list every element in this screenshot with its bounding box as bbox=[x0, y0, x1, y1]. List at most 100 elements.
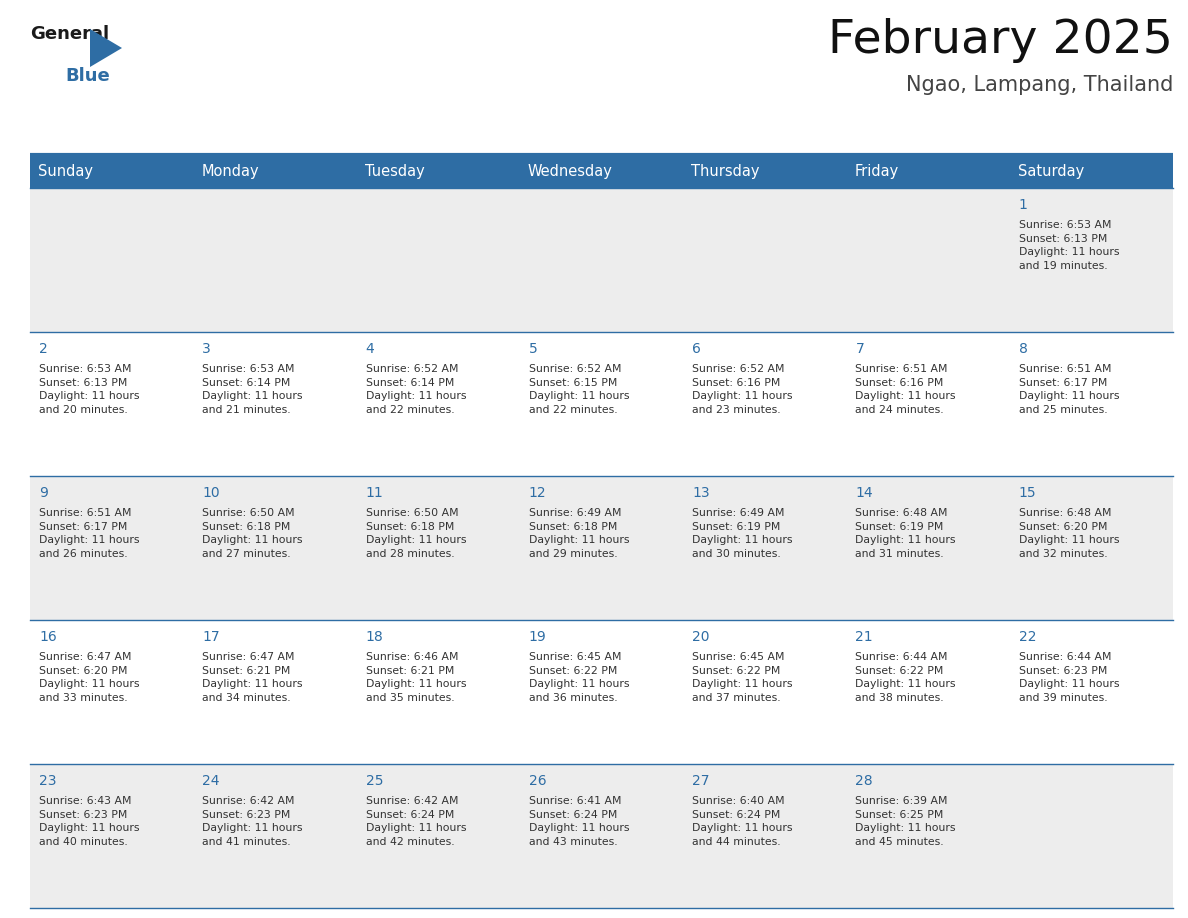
Text: Sunrise: 6:47 AM
Sunset: 6:20 PM
Daylight: 11 hours
and 33 minutes.: Sunrise: 6:47 AM Sunset: 6:20 PM Dayligh… bbox=[39, 652, 139, 703]
Text: Tuesday: Tuesday bbox=[365, 164, 424, 179]
Text: 6: 6 bbox=[693, 342, 701, 356]
Bar bbox=[356, 476, 520, 620]
Text: Sunrise: 6:44 AM
Sunset: 6:22 PM
Daylight: 11 hours
and 38 minutes.: Sunrise: 6:44 AM Sunset: 6:22 PM Dayligh… bbox=[855, 652, 956, 703]
Text: Sunrise: 6:48 AM
Sunset: 6:19 PM
Daylight: 11 hours
and 31 minutes.: Sunrise: 6:48 AM Sunset: 6:19 PM Dayligh… bbox=[855, 508, 956, 559]
Text: 3: 3 bbox=[202, 342, 211, 356]
Bar bbox=[194, 188, 356, 332]
Text: Sunrise: 6:45 AM
Sunset: 6:22 PM
Daylight: 11 hours
and 37 minutes.: Sunrise: 6:45 AM Sunset: 6:22 PM Dayligh… bbox=[693, 652, 792, 703]
Text: 12: 12 bbox=[529, 486, 546, 500]
Bar bbox=[520, 620, 683, 764]
Text: Thursday: Thursday bbox=[691, 164, 759, 179]
Bar bbox=[30, 155, 1173, 188]
Text: Sunrise: 6:46 AM
Sunset: 6:21 PM
Daylight: 11 hours
and 35 minutes.: Sunrise: 6:46 AM Sunset: 6:21 PM Dayligh… bbox=[366, 652, 466, 703]
Text: Sunrise: 6:50 AM
Sunset: 6:18 PM
Daylight: 11 hours
and 27 minutes.: Sunrise: 6:50 AM Sunset: 6:18 PM Dayligh… bbox=[202, 508, 303, 559]
Text: Sunrise: 6:48 AM
Sunset: 6:20 PM
Daylight: 11 hours
and 32 minutes.: Sunrise: 6:48 AM Sunset: 6:20 PM Dayligh… bbox=[1019, 508, 1119, 559]
Bar bbox=[30, 332, 194, 476]
Bar bbox=[356, 764, 520, 908]
Text: 27: 27 bbox=[693, 774, 709, 788]
Text: Wednesday: Wednesday bbox=[527, 164, 613, 179]
Text: 24: 24 bbox=[202, 774, 220, 788]
Text: 23: 23 bbox=[39, 774, 57, 788]
Text: Sunrise: 6:53 AM
Sunset: 6:14 PM
Daylight: 11 hours
and 21 minutes.: Sunrise: 6:53 AM Sunset: 6:14 PM Dayligh… bbox=[202, 364, 303, 415]
Text: Friday: Friday bbox=[854, 164, 898, 179]
Text: 7: 7 bbox=[855, 342, 864, 356]
Text: 18: 18 bbox=[366, 630, 384, 644]
Text: Ngao, Lampang, Thailand: Ngao, Lampang, Thailand bbox=[905, 75, 1173, 95]
Bar bbox=[1010, 476, 1173, 620]
Text: 11: 11 bbox=[366, 486, 384, 500]
Bar bbox=[1010, 620, 1173, 764]
Text: 14: 14 bbox=[855, 486, 873, 500]
Text: Sunrise: 6:41 AM
Sunset: 6:24 PM
Daylight: 11 hours
and 43 minutes.: Sunrise: 6:41 AM Sunset: 6:24 PM Dayligh… bbox=[529, 796, 630, 846]
Bar bbox=[846, 764, 1010, 908]
Bar bbox=[520, 188, 683, 332]
Text: Sunrise: 6:43 AM
Sunset: 6:23 PM
Daylight: 11 hours
and 40 minutes.: Sunrise: 6:43 AM Sunset: 6:23 PM Dayligh… bbox=[39, 796, 139, 846]
Text: 2: 2 bbox=[39, 342, 48, 356]
Text: 20: 20 bbox=[693, 630, 709, 644]
Bar bbox=[520, 764, 683, 908]
Text: 17: 17 bbox=[202, 630, 220, 644]
Bar bbox=[30, 620, 194, 764]
Text: 9: 9 bbox=[39, 486, 48, 500]
Bar bbox=[194, 476, 356, 620]
Bar bbox=[683, 332, 846, 476]
Text: Sunrise: 6:52 AM
Sunset: 6:14 PM
Daylight: 11 hours
and 22 minutes.: Sunrise: 6:52 AM Sunset: 6:14 PM Dayligh… bbox=[366, 364, 466, 415]
Bar bbox=[846, 476, 1010, 620]
Text: 16: 16 bbox=[39, 630, 57, 644]
Text: Sunrise: 6:47 AM
Sunset: 6:21 PM
Daylight: 11 hours
and 34 minutes.: Sunrise: 6:47 AM Sunset: 6:21 PM Dayligh… bbox=[202, 652, 303, 703]
Bar bbox=[30, 476, 194, 620]
Bar bbox=[356, 332, 520, 476]
Text: Sunrise: 6:45 AM
Sunset: 6:22 PM
Daylight: 11 hours
and 36 minutes.: Sunrise: 6:45 AM Sunset: 6:22 PM Dayligh… bbox=[529, 652, 630, 703]
Bar bbox=[520, 332, 683, 476]
Polygon shape bbox=[90, 29, 122, 67]
Text: 19: 19 bbox=[529, 630, 546, 644]
Bar bbox=[846, 620, 1010, 764]
Bar bbox=[520, 476, 683, 620]
Text: 26: 26 bbox=[529, 774, 546, 788]
Bar bbox=[30, 188, 194, 332]
Text: Blue: Blue bbox=[65, 67, 109, 85]
Bar bbox=[194, 620, 356, 764]
Text: Sunrise: 6:52 AM
Sunset: 6:15 PM
Daylight: 11 hours
and 22 minutes.: Sunrise: 6:52 AM Sunset: 6:15 PM Dayligh… bbox=[529, 364, 630, 415]
Text: Sunrise: 6:49 AM
Sunset: 6:19 PM
Daylight: 11 hours
and 30 minutes.: Sunrise: 6:49 AM Sunset: 6:19 PM Dayligh… bbox=[693, 508, 792, 559]
Text: 28: 28 bbox=[855, 774, 873, 788]
Text: Sunrise: 6:51 AM
Sunset: 6:17 PM
Daylight: 11 hours
and 25 minutes.: Sunrise: 6:51 AM Sunset: 6:17 PM Dayligh… bbox=[1019, 364, 1119, 415]
Bar bbox=[194, 332, 356, 476]
Text: Sunrise: 6:50 AM
Sunset: 6:18 PM
Daylight: 11 hours
and 28 minutes.: Sunrise: 6:50 AM Sunset: 6:18 PM Dayligh… bbox=[366, 508, 466, 559]
Bar bbox=[683, 620, 846, 764]
Text: Sunrise: 6:49 AM
Sunset: 6:18 PM
Daylight: 11 hours
and 29 minutes.: Sunrise: 6:49 AM Sunset: 6:18 PM Dayligh… bbox=[529, 508, 630, 559]
Text: Sunrise: 6:39 AM
Sunset: 6:25 PM
Daylight: 11 hours
and 45 minutes.: Sunrise: 6:39 AM Sunset: 6:25 PM Dayligh… bbox=[855, 796, 956, 846]
Bar bbox=[356, 620, 520, 764]
Text: Sunday: Sunday bbox=[38, 164, 93, 179]
Text: Sunrise: 6:52 AM
Sunset: 6:16 PM
Daylight: 11 hours
and 23 minutes.: Sunrise: 6:52 AM Sunset: 6:16 PM Dayligh… bbox=[693, 364, 792, 415]
Text: 5: 5 bbox=[529, 342, 538, 356]
Text: 1: 1 bbox=[1019, 198, 1028, 212]
Text: Sunrise: 6:51 AM
Sunset: 6:17 PM
Daylight: 11 hours
and 26 minutes.: Sunrise: 6:51 AM Sunset: 6:17 PM Dayligh… bbox=[39, 508, 139, 559]
Bar bbox=[846, 332, 1010, 476]
Bar bbox=[1010, 764, 1173, 908]
Text: 13: 13 bbox=[693, 486, 709, 500]
Text: Sunrise: 6:53 AM
Sunset: 6:13 PM
Daylight: 11 hours
and 20 minutes.: Sunrise: 6:53 AM Sunset: 6:13 PM Dayligh… bbox=[39, 364, 139, 415]
Text: 8: 8 bbox=[1019, 342, 1028, 356]
Bar bbox=[683, 188, 846, 332]
Text: 21: 21 bbox=[855, 630, 873, 644]
Text: Saturday: Saturday bbox=[1018, 164, 1083, 179]
Text: 15: 15 bbox=[1019, 486, 1036, 500]
Bar bbox=[1010, 188, 1173, 332]
Text: 25: 25 bbox=[366, 774, 383, 788]
Bar bbox=[30, 764, 194, 908]
Bar bbox=[356, 188, 520, 332]
Text: Sunrise: 6:42 AM
Sunset: 6:24 PM
Daylight: 11 hours
and 42 minutes.: Sunrise: 6:42 AM Sunset: 6:24 PM Dayligh… bbox=[366, 796, 466, 846]
Bar bbox=[194, 764, 356, 908]
Text: Sunrise: 6:51 AM
Sunset: 6:16 PM
Daylight: 11 hours
and 24 minutes.: Sunrise: 6:51 AM Sunset: 6:16 PM Dayligh… bbox=[855, 364, 956, 415]
Bar bbox=[1010, 332, 1173, 476]
Text: 10: 10 bbox=[202, 486, 220, 500]
Text: February 2025: February 2025 bbox=[828, 18, 1173, 63]
Text: Monday: Monday bbox=[201, 164, 259, 179]
Text: General: General bbox=[30, 25, 109, 43]
Text: Sunrise: 6:40 AM
Sunset: 6:24 PM
Daylight: 11 hours
and 44 minutes.: Sunrise: 6:40 AM Sunset: 6:24 PM Dayligh… bbox=[693, 796, 792, 846]
Text: Sunrise: 6:44 AM
Sunset: 6:23 PM
Daylight: 11 hours
and 39 minutes.: Sunrise: 6:44 AM Sunset: 6:23 PM Dayligh… bbox=[1019, 652, 1119, 703]
Text: Sunrise: 6:42 AM
Sunset: 6:23 PM
Daylight: 11 hours
and 41 minutes.: Sunrise: 6:42 AM Sunset: 6:23 PM Dayligh… bbox=[202, 796, 303, 846]
Text: 22: 22 bbox=[1019, 630, 1036, 644]
Text: Sunrise: 6:53 AM
Sunset: 6:13 PM
Daylight: 11 hours
and 19 minutes.: Sunrise: 6:53 AM Sunset: 6:13 PM Dayligh… bbox=[1019, 220, 1119, 271]
